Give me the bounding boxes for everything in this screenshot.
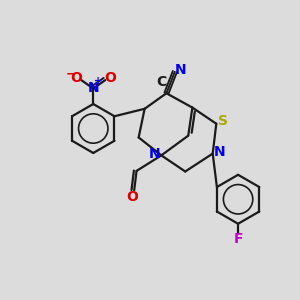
Text: O: O bbox=[104, 71, 116, 85]
Text: −: − bbox=[66, 68, 76, 81]
Text: S: S bbox=[218, 114, 228, 128]
Text: N: N bbox=[174, 63, 186, 77]
Text: N: N bbox=[214, 145, 225, 159]
Text: N: N bbox=[88, 82, 99, 95]
Text: +: + bbox=[94, 76, 102, 86]
Text: N: N bbox=[149, 147, 160, 161]
Text: O: O bbox=[127, 190, 139, 204]
Text: F: F bbox=[233, 232, 243, 246]
Text: O: O bbox=[70, 71, 82, 85]
Text: C: C bbox=[157, 75, 167, 89]
